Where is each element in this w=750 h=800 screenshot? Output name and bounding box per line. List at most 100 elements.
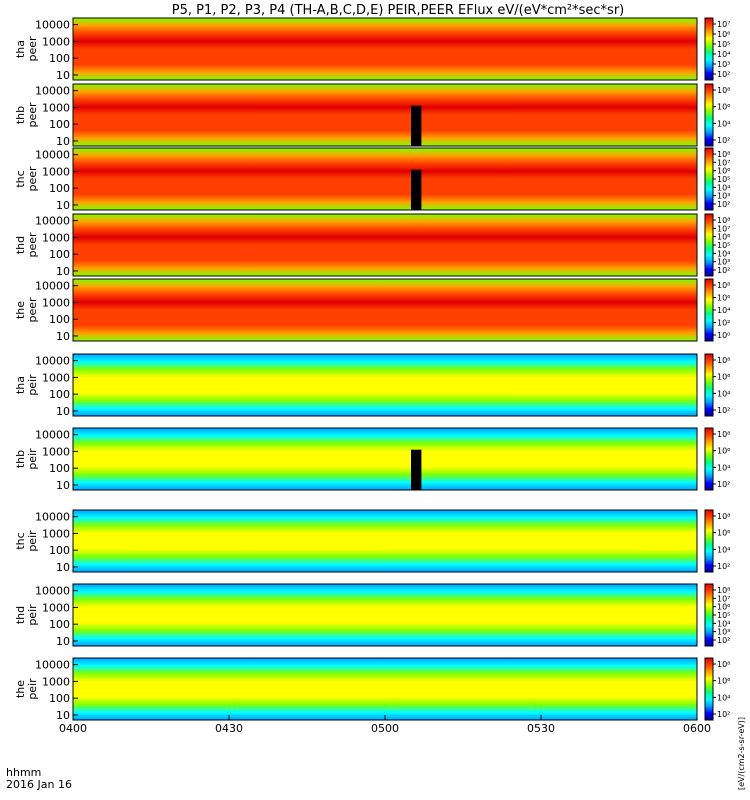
panel-the-peer: 10000 1000 100 10 the peer 10⁸ 10⁶ 10⁴ 10² 10⁰: [14, 278, 730, 343]
colorbar-tick-label: 10⁴: [717, 249, 730, 258]
panel-frame: [72, 83, 698, 147]
y-tick-label: 10: [56, 135, 70, 148]
colorbar-tick-label: 10²: [717, 136, 730, 145]
colorbar-tick-label: 10⁸: [717, 150, 730, 159]
y-tick-label: 1000: [42, 445, 70, 458]
colorbar-tick-label: 10⁸: [717, 216, 730, 225]
y-tick-label: 100: [49, 182, 70, 195]
colorbar-tick-label: 10²: [717, 70, 730, 79]
colorbar-tick-label: 10²: [717, 406, 730, 415]
y-tick-label: 1000: [42, 296, 70, 309]
panel-thd-peer: 10000 1000 100 10 thd peer 10⁸10⁷10⁶10⁵10⁴10³1…: [14, 213, 730, 278]
colorbar: [704, 147, 714, 211]
panel-the-peir: 10000 1000 100 10 the peir 10⁸ 10⁶ 10⁴ 10²: [14, 657, 730, 722]
spectrogram-fill: [73, 84, 697, 146]
colorbar-tick-label: 10⁶: [717, 677, 730, 686]
y-tick-label: 1000: [42, 601, 70, 614]
colorbar-tick-label: 10⁶: [717, 603, 730, 612]
colorbar-tick-label: 10²: [717, 710, 730, 719]
data-gap: [411, 105, 422, 146]
data-gap: [411, 169, 422, 210]
panel-thd-peir: 10000 1000 100 10 thd peir 10⁸10⁷10⁶10⁵10⁴10³1…: [14, 583, 730, 648]
panel-label-probe: thd: [14, 606, 27, 624]
colorbar: [704, 353, 714, 417]
y-tick-label: 100: [49, 462, 70, 475]
colorbar: [704, 657, 714, 721]
y-tick-label: 10000: [35, 215, 70, 228]
y-tick-label: 1000: [42, 35, 70, 48]
figure-title: P5, P1, P2, P3, P4 (TH-A,B,C,D,E) PEIR,P…: [172, 3, 625, 18]
colorbar: [704, 83, 714, 147]
x-axis: 0400 0430 0500 0530 0600: [59, 715, 711, 735]
colorbar-tick-label: 10²: [717, 636, 730, 645]
colorbar-tick-label: 10⁵: [717, 175, 730, 184]
colorbar-tick-label: 10⁴: [717, 693, 730, 702]
colorbar-tick-label: 10⁷: [717, 158, 730, 167]
y-tick-label: 10000: [35, 280, 70, 293]
panel-label-probe: thc: [14, 170, 27, 187]
panel-tha-peir: 10000 1000 100 10 tha peir 10⁸ 10⁶ 10⁴ 10²: [14, 353, 730, 418]
panel-label-instrument: peir: [26, 530, 39, 552]
panel-label-instrument: peir: [26, 374, 39, 396]
y-tick-label: 10000: [35, 85, 70, 98]
panel-frame: [72, 213, 698, 277]
panel-label-probe: thc: [14, 532, 27, 549]
colorbar-tick-label: 10⁴: [717, 183, 730, 192]
y-tick-label: 10: [56, 709, 70, 722]
panel-label-probe: thd: [14, 236, 27, 254]
y-tick-label: 100: [49, 544, 70, 557]
colorbar-tick-label: 10⁸: [717, 660, 730, 669]
colorbar-tick-label: 10⁶: [717, 30, 730, 39]
colorbar-tick-label: 10⁶: [717, 373, 730, 382]
colorbar-tick-label: 10⁴: [717, 119, 730, 128]
y-tick-label: 10000: [35, 149, 70, 162]
colorbar-tick-label: 10⁴: [717, 50, 730, 59]
panel-label-instrument: peer: [26, 297, 39, 323]
panel-label-probe: the: [14, 680, 27, 698]
spectrogram-fill: [73, 658, 697, 720]
y-tick-label: 1000: [42, 675, 70, 688]
colorbar-tick-label: 10⁵: [717, 241, 730, 250]
spectrogram-fill: [73, 18, 697, 80]
colorbar-tick-label: 10⁴: [717, 306, 730, 315]
x-tick-label: 0600: [683, 722, 711, 735]
spectrogram-fill: [73, 584, 697, 646]
y-tick-label: 10000: [35, 19, 70, 32]
colorbar-tick-label: 10⁴: [717, 389, 730, 398]
spectrogram-fill: [73, 279, 697, 341]
colorbar-tick-label: 10⁷: [717, 594, 730, 603]
y-tick-label: 10000: [35, 659, 70, 672]
colorbar-tick-label: 10⁶: [717, 103, 730, 112]
colorbar-tick-label: 10⁶: [717, 167, 730, 176]
panel-thc-peir: 10000 1000 100 10 thc peir 10⁸ 10⁶ 10⁴ 10²: [14, 509, 730, 574]
data-gap: [411, 449, 422, 490]
y-tick-label: 100: [49, 313, 70, 326]
colorbar: [704, 213, 714, 277]
y-tick-label: 100: [49, 388, 70, 401]
spectrogram-fill: [73, 214, 697, 276]
panel-label-instrument: peer: [26, 36, 39, 62]
y-tick-label: 10: [56, 479, 70, 492]
colorbar: [704, 509, 714, 573]
y-tick-label: 1000: [42, 231, 70, 244]
colorbar-tick-label: 10⁶: [717, 447, 730, 456]
colorbar-tick-label: 10³: [717, 258, 730, 267]
colorbar-tick-label: 10³: [717, 60, 730, 69]
colorbar: [704, 278, 714, 342]
colorbar-tick-label: 10²: [717, 200, 730, 209]
y-tick-label: 100: [49, 248, 70, 261]
colorbar-tick-label: 10⁶: [717, 294, 730, 303]
y-tick-label: 100: [49, 52, 70, 65]
y-tick-label: 1000: [42, 371, 70, 384]
x-tick-label: 0400: [59, 722, 87, 735]
y-tick-label: 100: [49, 118, 70, 131]
panel-frame: [72, 509, 698, 573]
colorbar-tick-label: 10⁸: [717, 281, 730, 290]
y-tick-label: 10: [56, 199, 70, 212]
y-tick-label: 10000: [35, 585, 70, 598]
colorbar-unit-label: [eV/(cm2-s-sr-eV)]: [737, 717, 746, 790]
y-tick-label: 10000: [35, 355, 70, 368]
